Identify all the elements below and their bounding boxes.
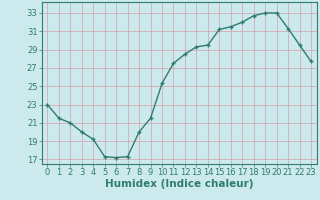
X-axis label: Humidex (Indice chaleur): Humidex (Indice chaleur) [105, 179, 253, 189]
